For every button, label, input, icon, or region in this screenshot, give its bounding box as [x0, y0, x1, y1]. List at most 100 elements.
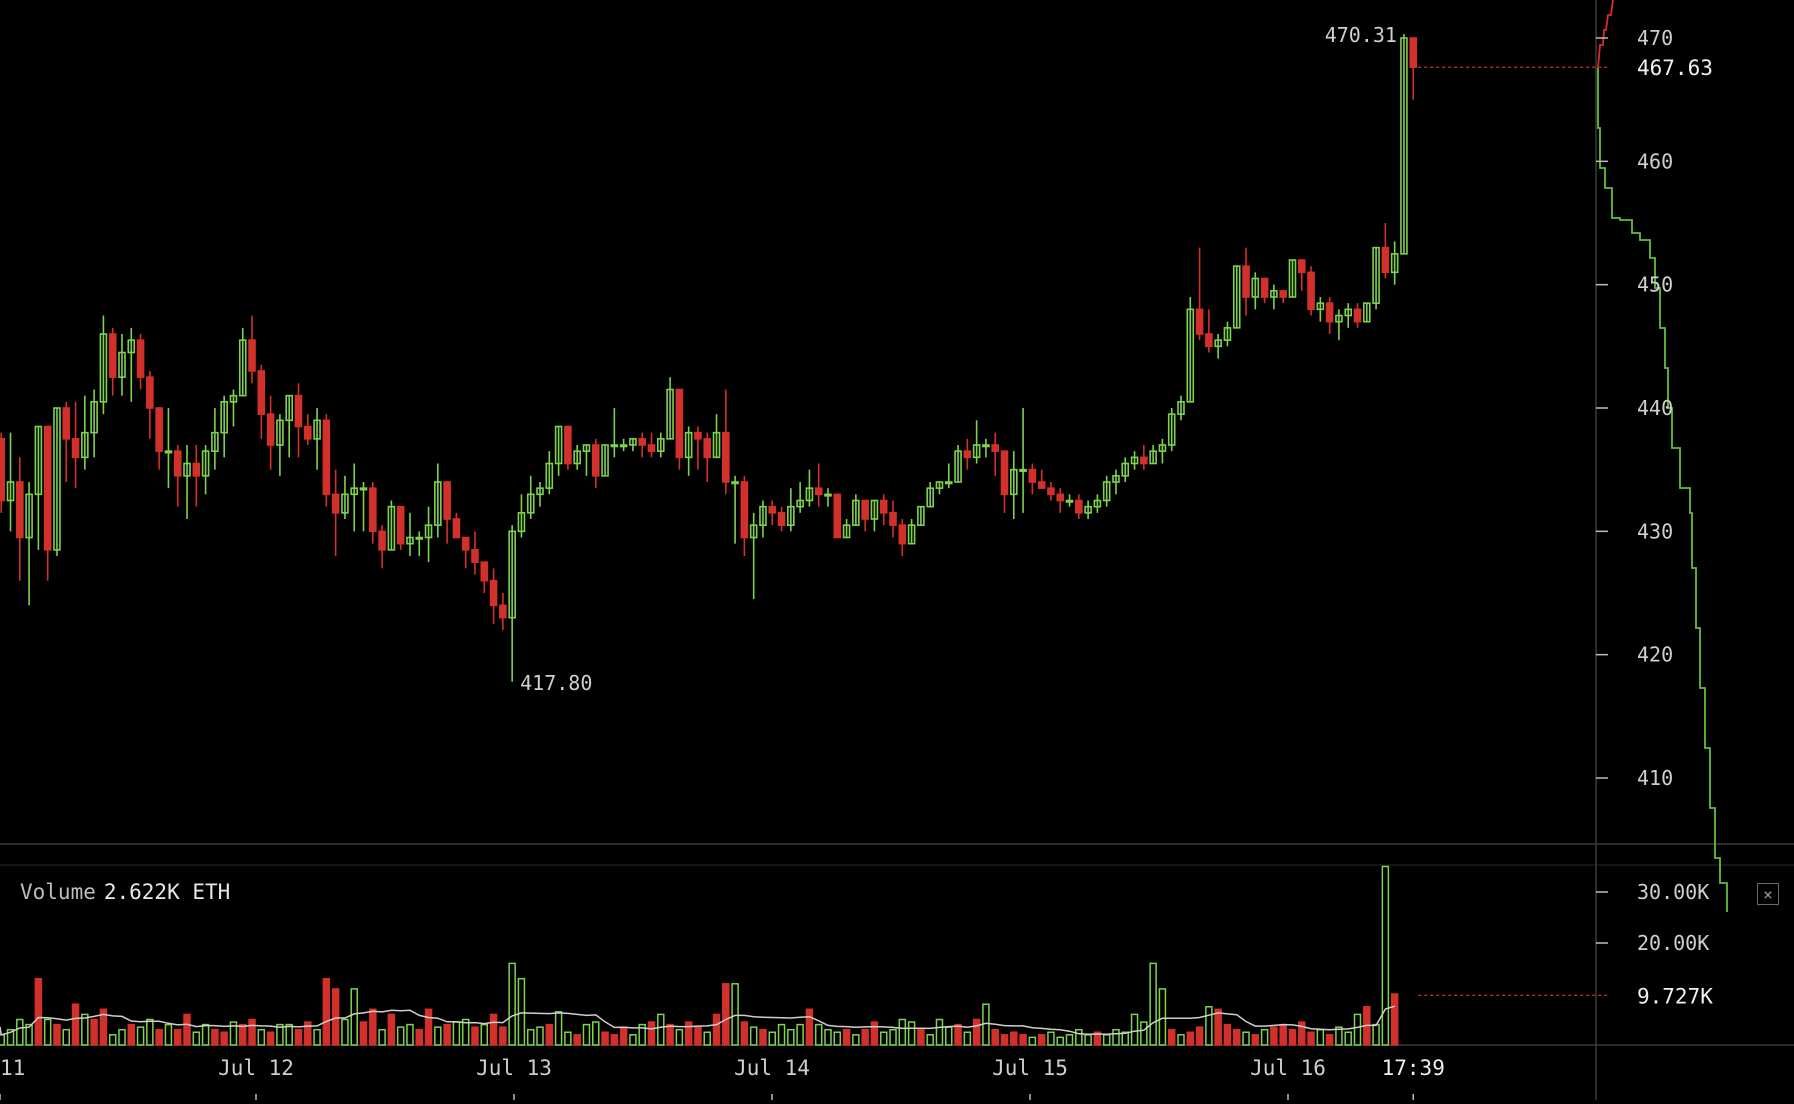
- candle-body: [25, 493, 33, 539]
- candle: [25, 482, 33, 606]
- volume-bar: [749, 1026, 758, 1046]
- candle: [434, 463, 442, 538]
- candle-body: [1112, 475, 1120, 483]
- volume-bar: [6, 1028, 15, 1046]
- candle-body: [0, 438, 6, 502]
- candle: [536, 482, 544, 507]
- candle: [1019, 408, 1027, 513]
- candle: [824, 488, 832, 507]
- low-price-annotation: 417.80: [520, 671, 592, 695]
- candle-body: [1149, 450, 1157, 465]
- last-volume-label: 9.727K: [1637, 984, 1713, 1008]
- candle-body: [499, 604, 507, 619]
- candle-body: [591, 444, 600, 477]
- volume-bar: [164, 1023, 173, 1046]
- candle: [554, 425, 563, 476]
- volume-bar: [1177, 1034, 1185, 1046]
- volume-bar: [1260, 1028, 1269, 1046]
- volume-bar: [489, 1013, 498, 1046]
- candle-body: [53, 407, 61, 551]
- candle: [926, 482, 934, 508]
- candle-body: [917, 505, 925, 526]
- candle: [43, 425, 52, 581]
- candle-body: [1028, 468, 1037, 483]
- candle: [183, 445, 191, 519]
- candle: [666, 377, 674, 440]
- candle-body: [944, 481, 953, 485]
- candle: [155, 407, 163, 470]
- volume-bar: [294, 1028, 303, 1046]
- candle-body: [954, 450, 962, 483]
- volume-bar: [907, 1021, 916, 1046]
- candle: [452, 512, 461, 539]
- candle-body: [573, 450, 581, 465]
- last-price-label: 467.63: [1637, 56, 1713, 80]
- candle-body: [787, 505, 795, 526]
- candle-body: [62, 407, 71, 440]
- volume-bar: [1270, 1026, 1278, 1046]
- candle-body: [554, 425, 563, 465]
- candle: [146, 371, 154, 439]
- candle-body: [350, 487, 359, 496]
- candle: [972, 420, 981, 464]
- candle: [471, 531, 479, 575]
- candle-body: [229, 394, 238, 403]
- candle-body: [861, 499, 869, 520]
- volume-bar: [963, 1031, 972, 1046]
- volume-bar: [629, 1034, 637, 1046]
- price-tick-label: 410: [1637, 766, 1673, 790]
- volume-bar: [211, 1028, 219, 1046]
- volume-bar: [62, 1028, 71, 1046]
- candle-body: [1353, 308, 1362, 323]
- volume-bar: [387, 1013, 396, 1046]
- volume-bar: [304, 1021, 312, 1046]
- volume-bar: [285, 1023, 293, 1046]
- volume-bar: [601, 1031, 609, 1046]
- volume-bar: [359, 1021, 368, 1046]
- candle: [173, 445, 182, 507]
- volume-tick-label: 20.00K: [1637, 931, 1709, 955]
- candle-body: [898, 524, 907, 545]
- volume-bar: [991, 1028, 999, 1046]
- volume-bar: [926, 1034, 934, 1046]
- volume-bar: [350, 988, 358, 1046]
- candle-body: [1047, 487, 1055, 496]
- candle: [211, 408, 219, 470]
- candle-body: [1019, 468, 1027, 472]
- candle-body: [1279, 290, 1287, 298]
- candle-body: [303, 425, 312, 440]
- candle: [1075, 494, 1083, 519]
- candle: [294, 383, 303, 458]
- volume-bar: [898, 1018, 907, 1046]
- candle-body: [415, 536, 424, 540]
- candle: [127, 327, 136, 402]
- volume-bar: [322, 977, 331, 1046]
- volume-bar: [434, 1026, 442, 1046]
- candle: [16, 457, 24, 581]
- candle-body: [907, 524, 916, 545]
- volume-bar: [81, 1013, 89, 1046]
- candle: [731, 475, 739, 544]
- candle-body: [90, 401, 98, 434]
- candle: [341, 475, 349, 519]
- candle: [415, 531, 424, 556]
- candle-body: [192, 462, 201, 477]
- candle-body: [1121, 462, 1130, 477]
- close-volume-pane-icon[interactable]: ×: [1757, 883, 1779, 905]
- candle: [1242, 247, 1250, 316]
- candle-body: [127, 339, 136, 354]
- candle-body: [1372, 246, 1380, 304]
- candle-body: [805, 487, 814, 502]
- candle: [1307, 266, 1315, 316]
- candle: [359, 482, 368, 532]
- candle: [1409, 37, 1418, 100]
- candle: [1102, 475, 1111, 507]
- volume-bar: [1149, 962, 1157, 1046]
- candle: [852, 494, 860, 526]
- volume-bar: [118, 1028, 126, 1046]
- volume-tick-label: 30.00K: [1637, 880, 1709, 904]
- volume-bar: [341, 1018, 349, 1046]
- candle-body: [471, 549, 479, 563]
- candle-body: [1075, 499, 1083, 514]
